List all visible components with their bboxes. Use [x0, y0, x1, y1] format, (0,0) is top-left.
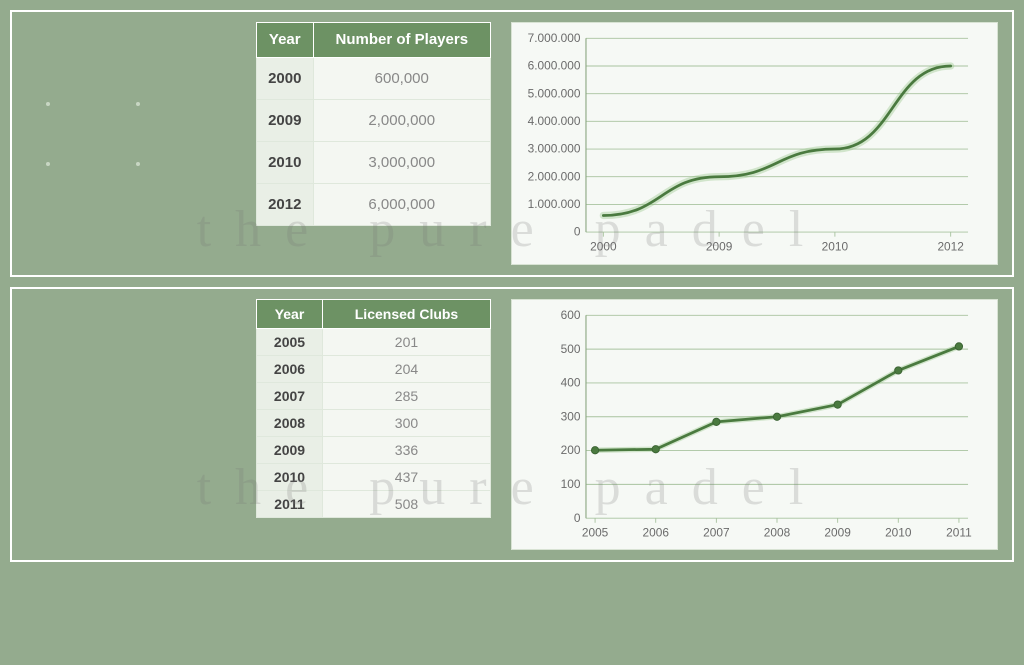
- svg-text:3.000.000: 3.000.000: [528, 142, 581, 156]
- page-background: Year Number of Players 2000600,000 20092…: [0, 0, 1024, 665]
- players-col-value: Number of Players: [313, 23, 490, 58]
- clubs-col-year: Year: [257, 299, 323, 329]
- clubs-chart: 0 100 200 300 400 500 600 2005 2006 2007 2008 2009 2…: [511, 299, 998, 551]
- svg-text:300: 300: [561, 409, 581, 423]
- table-row: 2007285: [257, 383, 491, 410]
- players-table-wrap: Year Number of Players 2000600,000 20092…: [256, 22, 491, 265]
- svg-text:2012: 2012: [937, 239, 963, 253]
- svg-text:400: 400: [561, 375, 581, 389]
- svg-text:2010: 2010: [885, 525, 912, 539]
- svg-text:2007: 2007: [703, 525, 729, 539]
- svg-text:2006: 2006: [643, 525, 670, 539]
- table-row: 2009336: [257, 437, 491, 464]
- players-col-year: Year: [257, 23, 314, 58]
- svg-text:600: 600: [561, 308, 581, 322]
- clubs-table: Year Licensed Clubs 2005201 2006204 2007…: [256, 299, 491, 519]
- svg-text:4.000.000: 4.000.000: [528, 114, 581, 128]
- left-spacer-2: [26, 299, 236, 551]
- svg-text:2011: 2011: [946, 525, 972, 539]
- svg-text:2009: 2009: [706, 239, 733, 253]
- table-row: 20092,000,000: [257, 100, 491, 142]
- clubs-table-wrap: Year Licensed Clubs 2005201 2006204 2007…: [256, 299, 491, 551]
- table-row: 2008300: [257, 410, 491, 437]
- panel-players: Year Number of Players 2000600,000 20092…: [10, 10, 1014, 277]
- table-row: 2006204: [257, 356, 491, 383]
- clubs-chart-svg: 0 100 200 300 400 500 600 2005 2006 2007 2008 2009 2…: [522, 308, 979, 546]
- svg-text:100: 100: [561, 477, 581, 491]
- left-spacer-1: [26, 22, 236, 265]
- players-table: Year Number of Players 2000600,000 20092…: [256, 22, 491, 226]
- table-row: 2011508: [257, 491, 491, 518]
- svg-text:0: 0: [574, 510, 581, 524]
- svg-text:2008: 2008: [764, 525, 791, 539]
- svg-text:2009: 2009: [824, 525, 851, 539]
- table-row: 2000600,000: [257, 58, 491, 100]
- svg-text:1.000.000: 1.000.000: [528, 197, 581, 211]
- svg-text:2010: 2010: [822, 239, 849, 253]
- svg-text:6.000.000: 6.000.000: [528, 59, 581, 73]
- panel-clubs: Year Licensed Clubs 2005201 2006204 2007…: [10, 287, 1014, 563]
- clubs-col-value: Licensed Clubs: [322, 299, 490, 329]
- svg-text:2000: 2000: [590, 239, 617, 253]
- players-chart: 0 1.000.000 2.000.000 3.000.000 4.000.000 5.0…: [511, 22, 998, 265]
- table-row: 20126,000,000: [257, 184, 491, 226]
- svg-text:7.000.000: 7.000.000: [528, 31, 581, 45]
- svg-text:5.000.000: 5.000.000: [528, 86, 581, 100]
- table-row: 20103,000,000: [257, 142, 491, 184]
- svg-text:200: 200: [561, 443, 581, 457]
- table-row: 2010437: [257, 464, 491, 491]
- svg-text:2.000.000: 2.000.000: [528, 169, 581, 183]
- table-row: 2005201: [257, 329, 491, 356]
- svg-text:2005: 2005: [582, 525, 609, 539]
- svg-text:500: 500: [561, 341, 581, 355]
- players-chart-svg: 0 1.000.000 2.000.000 3.000.000 4.000.000 5.0…: [522, 31, 979, 260]
- svg-text:0: 0: [574, 225, 581, 239]
